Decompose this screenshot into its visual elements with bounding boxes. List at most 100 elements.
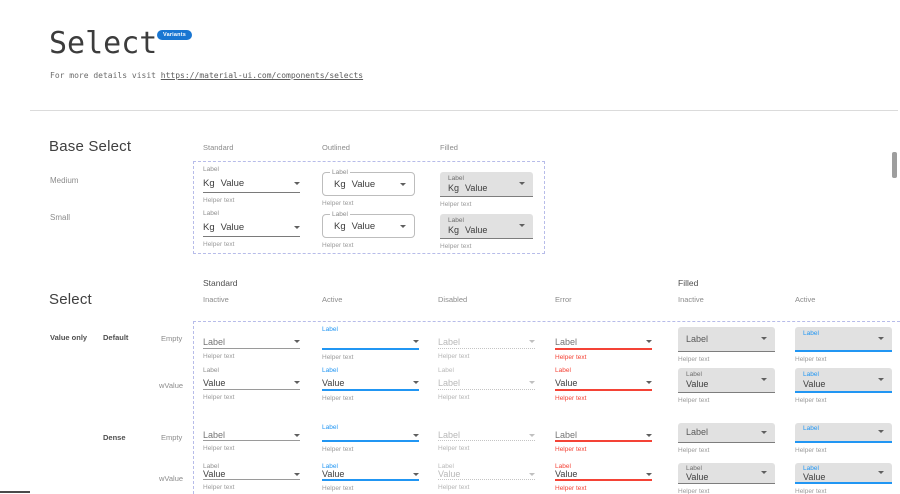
- select-value: Label: [438, 336, 461, 347]
- select-control[interactable]: [322, 430, 419, 442]
- select-label: Label: [686, 465, 702, 472]
- select-value: Value: [220, 177, 245, 189]
- select-standard-active-empty: Label Helper text: [322, 325, 419, 361]
- select-value: Value: [803, 472, 826, 482]
- select-label: Label: [803, 371, 819, 378]
- select-control[interactable]: Label: [678, 423, 775, 443]
- select-frame-top: [193, 321, 900, 322]
- select-value: Value: [322, 469, 345, 479]
- select-value: Label: [438, 430, 461, 440]
- helper-text: Helper text: [440, 243, 472, 250]
- base-outlined-medium: Label Kg Value Helper text: [322, 169, 415, 207]
- column-header-filled: Filled: [440, 143, 458, 152]
- dropdown-arrow-icon: [529, 433, 535, 437]
- dropdown-arrow-icon: [646, 340, 652, 343]
- dropdown-arrow-icon: [761, 337, 767, 340]
- row-state-wvalue: wValue: [159, 381, 184, 390]
- dropdown-arrow-icon: [519, 224, 525, 227]
- select-control[interactable]: Label: [795, 423, 892, 443]
- helper-text: Helper text: [438, 484, 470, 491]
- base-outlined-small: Label Kg Value Helper text: [322, 211, 415, 249]
- row-group-dense: Dense: [103, 433, 126, 442]
- state-header-filled-inactive: Inactive: [678, 295, 704, 304]
- helper-text: Helper text: [438, 394, 470, 401]
- select-label: [438, 325, 535, 335]
- helper-text: Helper text: [203, 445, 235, 452]
- select-control[interactable]: Kg Value: [203, 218, 300, 237]
- select-adornment: Kg: [448, 183, 460, 193]
- select-value: Value: [203, 469, 226, 479]
- select-value: Label: [203, 336, 226, 347]
- select-control[interactable]: Value: [322, 469, 419, 481]
- docs-link[interactable]: https://material-ui.com/components/selec…: [160, 71, 364, 80]
- select-control[interactable]: Label: [438, 430, 535, 441]
- select-control[interactable]: Label: [795, 327, 892, 352]
- select-control[interactable]: Label Value: [795, 463, 892, 484]
- helper-text: Helper text: [203, 197, 235, 204]
- select-value: Value: [438, 469, 461, 479]
- select-label: [555, 325, 652, 335]
- select-value: Label: [203, 430, 226, 440]
- vertical-scrollbar-thumb[interactable]: [892, 152, 897, 178]
- select-control[interactable]: Kg Value: [203, 174, 300, 193]
- select-control[interactable]: Label Kg Value: [322, 211, 415, 238]
- select-adornment: Kg: [203, 221, 215, 233]
- select-control[interactable]: Value: [438, 469, 535, 480]
- select-control[interactable]: Value: [555, 469, 652, 481]
- state-header-error: Error: [555, 295, 572, 304]
- dropdown-arrow-icon: [413, 433, 419, 437]
- select-label: Label: [448, 217, 464, 224]
- dropdown-arrow-icon: [646, 381, 652, 384]
- dropdown-arrow-icon: [761, 430, 767, 434]
- select-control[interactable]: Label: [438, 376, 535, 390]
- column-header-outlined: Outlined: [322, 143, 350, 152]
- select-control[interactable]: [322, 335, 419, 350]
- select-control[interactable]: Label Kg Value: [440, 172, 533, 197]
- helper-text: Helper text: [203, 484, 235, 491]
- select-value: Value: [351, 178, 376, 190]
- select-label: Label: [686, 371, 702, 378]
- select-value: Value: [555, 469, 578, 479]
- select-control[interactable]: Value: [203, 469, 300, 480]
- select-label: Label: [330, 169, 350, 176]
- select-control[interactable]: Label: [555, 335, 652, 350]
- select-control[interactable]: Label: [203, 335, 300, 349]
- select-control[interactable]: Label Kg Value: [440, 214, 533, 239]
- select-control[interactable]: Label: [438, 335, 535, 349]
- select-control[interactable]: Label: [678, 327, 775, 352]
- dropdown-arrow-icon: [529, 381, 535, 384]
- helper-text: Helper text: [440, 201, 472, 208]
- select-control[interactable]: Label Value: [678, 368, 775, 393]
- select-label: Label: [438, 367, 454, 374]
- dropdown-arrow-icon: [413, 381, 419, 384]
- divider: [30, 110, 898, 111]
- select-control[interactable]: Value: [203, 376, 300, 390]
- dropdown-arrow-icon: [761, 471, 767, 474]
- row-state-empty: Empty: [161, 433, 183, 442]
- select-standard-disabled-value: Label Label Helper text: [438, 366, 535, 401]
- select-control[interactable]: Label Kg Value: [322, 169, 415, 196]
- helper-text: Helper text: [322, 242, 354, 249]
- select-control[interactable]: Label Value: [795, 368, 892, 393]
- select-dense-filled-inactive-empty: Label Helper text: [678, 423, 775, 454]
- dropdown-arrow-icon: [646, 472, 652, 476]
- helper-text: Helper text: [795, 397, 827, 404]
- select-control[interactable]: Label: [203, 430, 300, 441]
- select-control[interactable]: Label: [555, 430, 652, 442]
- select-standard-disabled-empty: Label Helper text: [438, 325, 535, 360]
- select-control[interactable]: Value: [322, 376, 419, 391]
- select-adornment: Kg: [203, 177, 215, 189]
- dropdown-arrow-icon: [529, 472, 535, 476]
- select-dense-standard-inactive-empty: Label Helper text: [203, 423, 300, 452]
- select-dense-filled-active-empty: Label Helper text: [795, 423, 892, 454]
- helper-text: Helper text: [322, 485, 354, 492]
- select-filled-inactive-value: Label Value Helper text: [678, 368, 775, 404]
- helper-text: Helper text: [795, 488, 827, 494]
- select-control[interactable]: Label Value: [678, 463, 775, 484]
- helper-text: Helper text: [678, 356, 710, 363]
- select-label: Label: [203, 210, 219, 217]
- select-dense-standard-disabled-value: Label Value Helper text: [438, 462, 535, 491]
- select-dense-standard-inactive-value: Label Value Helper text: [203, 462, 300, 491]
- select-control[interactable]: Value: [555, 376, 652, 391]
- select-label: Label: [322, 463, 338, 470]
